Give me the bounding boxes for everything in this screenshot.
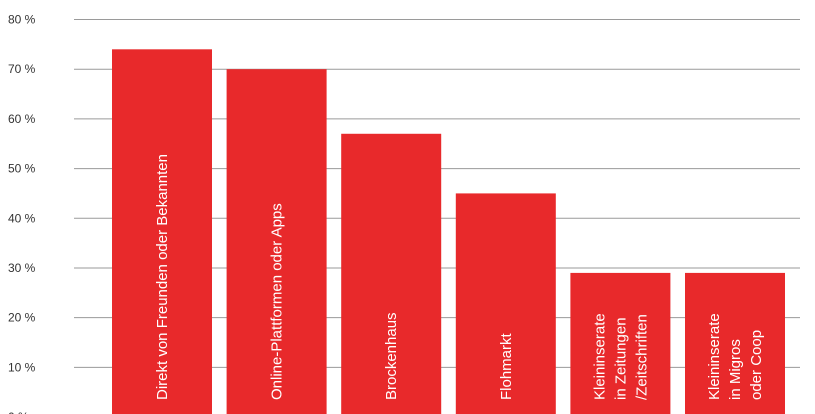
bar <box>570 272 671 414</box>
bar-category-label: Brockenhaus <box>383 312 400 400</box>
bar-category-label: oder Coop <box>748 330 765 400</box>
bar <box>226 69 327 414</box>
bar <box>112 49 212 414</box>
bar-category-label: Kleininserate <box>591 313 608 400</box>
y-tick-label: 50 % <box>8 162 36 176</box>
y-tick-label: 10 % <box>8 360 36 374</box>
bar-category-label: Direkt von Freunden oder Bekannten <box>154 154 171 400</box>
y-axis-tick-labels: 80 % 70 % 60 % 50 % 40 % 30 % 20 % 10 % 0 % <box>8 13 36 414</box>
bar <box>685 272 785 414</box>
bar-category-label: Kleininserate <box>706 313 723 400</box>
y-tick-label: 80 % <box>8 13 36 27</box>
y-tick-label: 40 % <box>8 211 36 225</box>
bar-category-label: Flohmarkt <box>498 332 515 400</box>
bar-category-label: in Migros <box>727 339 744 400</box>
bar-category-label: /Zeitschriften <box>633 314 650 400</box>
y-tick-label: 0 % <box>8 410 29 414</box>
y-tick-label: 20 % <box>8 311 36 325</box>
y-tick-label: 70 % <box>8 62 36 76</box>
bar <box>455 193 556 414</box>
bar <box>341 133 442 414</box>
y-tick-label: 60 % <box>8 112 36 126</box>
bar-category-label: Online-Plattformen oder Apps <box>269 203 286 400</box>
y-tick-label: 30 % <box>8 261 36 275</box>
bar-category-label: in Zeitungen <box>612 317 629 400</box>
bars <box>112 49 785 414</box>
bar-labels: Direkt von Freunden oder Bekannten Online… <box>154 154 765 400</box>
